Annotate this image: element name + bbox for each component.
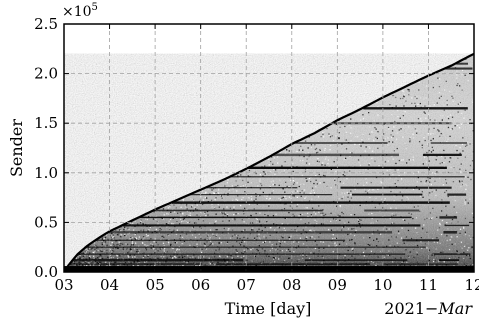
- y-tick-label: 2.5: [34, 15, 58, 33]
- y-axis-title: Sender: [7, 119, 26, 177]
- x-axis-ticks: 03 04 05 06 07 08 09 10 11 12: [54, 24, 479, 294]
- y-tick-label: 0.0: [34, 263, 58, 281]
- x-tick-label: 11: [419, 276, 438, 294]
- frontier-edge: [64, 52, 474, 272]
- y-tick-label: 1.0: [34, 164, 58, 182]
- x-tick-label: 04: [100, 276, 119, 294]
- heatmap-density: [64, 52, 474, 272]
- y-multiplier-label: ×105: [62, 2, 98, 20]
- dense-base-band: [64, 266, 474, 272]
- x-tick-label: 09: [328, 276, 347, 294]
- grid-lines: [64, 24, 474, 272]
- x-tick-label: 08: [282, 276, 301, 294]
- x-tick-label: 12: [464, 276, 479, 294]
- x-tick-label: 05: [146, 276, 165, 294]
- y-tick-label: 1.5: [34, 114, 58, 132]
- x-tick-label: 07: [237, 276, 256, 294]
- sender-bands: [66, 62, 473, 271]
- x-tick-label: 03: [54, 276, 73, 294]
- y-axis-ticks: 0.0 0.5 1.0 1.5 2.0 2.5: [34, 15, 474, 281]
- x-axis-title: Time [day]: [225, 299, 312, 318]
- date-annotation: 2021−Mar: [384, 299, 473, 318]
- x-tick-label: 10: [373, 276, 392, 294]
- plot-frame: [63, 23, 475, 273]
- y-tick-label: 2.0: [34, 65, 58, 83]
- x-tick-label: 06: [191, 276, 210, 294]
- y-tick-label: 0.5: [34, 213, 58, 231]
